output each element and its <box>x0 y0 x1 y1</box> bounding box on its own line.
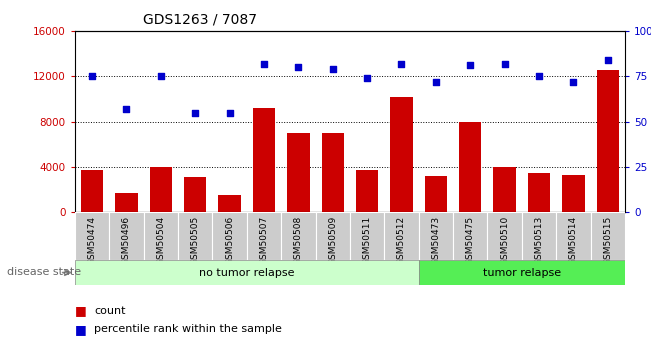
Point <box>121 106 132 112</box>
Bar <box>281 212 316 260</box>
Text: GSM50505: GSM50505 <box>191 216 200 265</box>
Bar <box>424 176 447 212</box>
Text: count: count <box>94 306 126 315</box>
Bar <box>419 260 625 285</box>
Point <box>499 61 510 67</box>
Bar <box>253 108 275 212</box>
Bar <box>453 212 488 260</box>
Text: GSM50507: GSM50507 <box>260 216 268 265</box>
Bar <box>115 193 137 212</box>
Point <box>568 79 579 85</box>
Bar <box>150 167 172 212</box>
Point <box>465 63 475 68</box>
Text: percentile rank within the sample: percentile rank within the sample <box>94 325 283 334</box>
Point <box>603 57 613 63</box>
Point <box>156 73 166 79</box>
Text: GSM50511: GSM50511 <box>363 216 372 265</box>
Text: GSM50474: GSM50474 <box>87 216 96 265</box>
Text: GSM50515: GSM50515 <box>603 216 613 265</box>
Text: ■: ■ <box>75 304 87 317</box>
Text: ■: ■ <box>75 323 87 336</box>
Bar <box>109 212 144 260</box>
Bar <box>350 212 384 260</box>
Bar <box>493 167 516 212</box>
Bar <box>384 212 419 260</box>
Point <box>362 75 372 81</box>
Bar <box>184 177 206 212</box>
Text: no tumor relapse: no tumor relapse <box>199 268 294 277</box>
Bar <box>322 133 344 212</box>
Bar <box>391 97 413 212</box>
Text: GDS1263 / 7087: GDS1263 / 7087 <box>143 12 257 26</box>
Point <box>225 110 235 115</box>
Text: tumor relapse: tumor relapse <box>483 268 561 277</box>
Bar <box>316 212 350 260</box>
Point <box>396 61 407 67</box>
Bar <box>488 212 522 260</box>
Bar <box>590 212 625 260</box>
Bar <box>81 170 104 212</box>
Bar <box>212 212 247 260</box>
Bar <box>419 212 453 260</box>
Text: GSM50504: GSM50504 <box>156 216 165 265</box>
Text: GSM50514: GSM50514 <box>569 216 578 265</box>
Text: GSM50473: GSM50473 <box>432 216 440 265</box>
Text: GSM50510: GSM50510 <box>500 216 509 265</box>
Text: GSM50506: GSM50506 <box>225 216 234 265</box>
Text: GSM50508: GSM50508 <box>294 216 303 265</box>
Point <box>258 61 269 67</box>
Point <box>534 73 544 79</box>
Bar <box>144 212 178 260</box>
Point <box>431 79 441 85</box>
Point <box>327 66 338 72</box>
Bar <box>356 170 378 212</box>
Text: GSM50496: GSM50496 <box>122 216 131 265</box>
Bar <box>75 212 109 260</box>
Bar <box>522 212 556 260</box>
Bar <box>75 260 419 285</box>
Bar <box>556 212 590 260</box>
Text: GSM50513: GSM50513 <box>534 216 544 265</box>
Point <box>190 110 201 115</box>
Text: GSM50475: GSM50475 <box>465 216 475 265</box>
Text: GSM50512: GSM50512 <box>397 216 406 265</box>
Bar <box>218 195 241 212</box>
Bar <box>459 122 482 212</box>
Bar <box>528 172 550 212</box>
Bar <box>596 70 619 212</box>
Bar <box>247 212 281 260</box>
Bar <box>287 133 309 212</box>
Bar <box>562 175 585 212</box>
Text: GSM50509: GSM50509 <box>328 216 337 265</box>
Text: disease state: disease state <box>7 267 81 277</box>
Point <box>87 73 97 79</box>
Point <box>293 65 303 70</box>
Bar <box>178 212 212 260</box>
